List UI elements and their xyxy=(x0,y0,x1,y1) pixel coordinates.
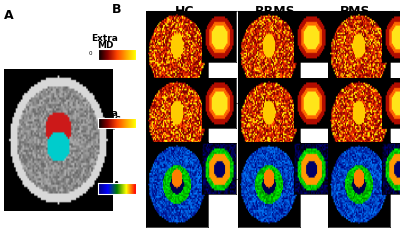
Text: **: ** xyxy=(396,44,400,54)
Text: **: ** xyxy=(396,109,400,119)
Text: 0    0.003: 0 0.003 xyxy=(89,51,115,56)
Text: INTRA: INTRA xyxy=(90,181,120,190)
Text: **: ** xyxy=(396,121,400,131)
Text: MD: MD xyxy=(97,41,113,50)
Text: A: A xyxy=(4,9,14,22)
Text: **: ** xyxy=(396,19,400,29)
Text: B: B xyxy=(112,3,122,16)
Text: *: * xyxy=(396,11,400,21)
Text: PMS: PMS xyxy=(340,5,370,18)
Text: **: ** xyxy=(396,179,400,189)
Text: TRANS: TRANS xyxy=(88,116,122,125)
Text: RRMS: RRMS xyxy=(255,5,295,18)
Text: HC: HC xyxy=(175,5,195,18)
Text: Extra: Extra xyxy=(92,34,118,43)
Text: Extra: Extra xyxy=(92,109,118,118)
Text: 0    0.003: 0 0.003 xyxy=(89,126,115,131)
